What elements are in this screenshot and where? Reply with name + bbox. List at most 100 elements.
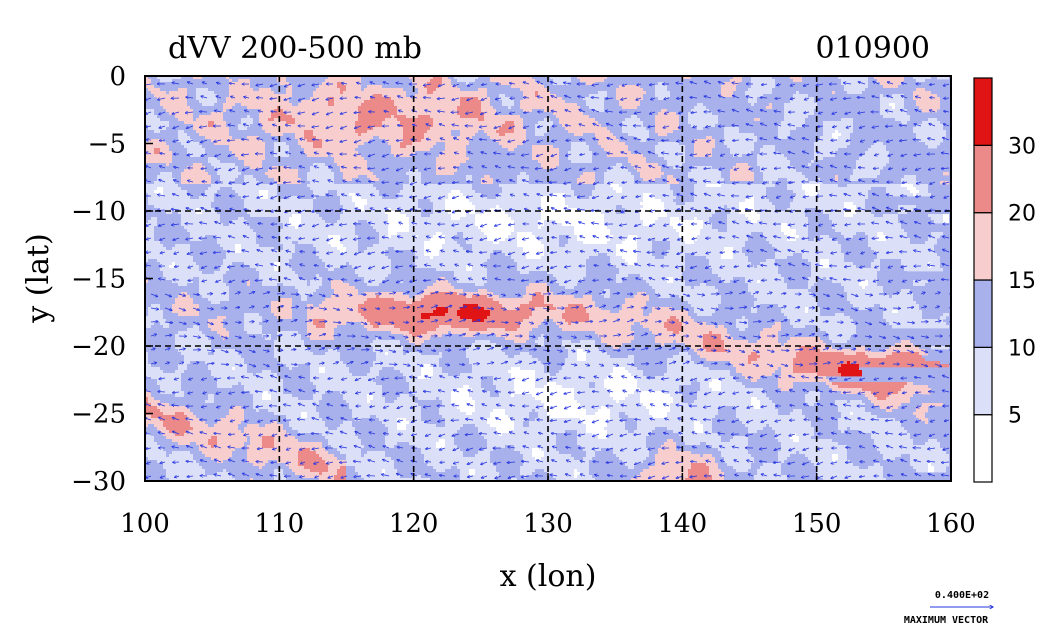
field-cell — [298, 364, 310, 368]
field-cell — [316, 136, 373, 140]
field-cell — [514, 340, 526, 344]
wind-vector — [354, 154, 362, 156]
field-cell — [445, 238, 454, 242]
field-cell — [391, 145, 400, 149]
wind-vector — [579, 222, 586, 225]
field-cell — [370, 178, 379, 182]
field-cell — [157, 175, 172, 179]
field-cell — [202, 451, 232, 455]
field-cell — [388, 352, 403, 356]
field-cell — [439, 358, 469, 362]
field-cell — [442, 232, 457, 236]
field-cell — [589, 382, 595, 386]
field-cell — [586, 274, 616, 278]
field-cell — [490, 457, 523, 461]
field-cell — [274, 346, 307, 350]
field-cell — [622, 205, 643, 209]
wind-vector — [370, 82, 376, 84]
field-cell — [658, 451, 691, 455]
field-cell — [358, 175, 367, 179]
field-cell — [586, 355, 610, 359]
wind-vector — [538, 208, 544, 210]
field-cell — [436, 160, 466, 164]
wind-vector — [622, 182, 628, 183]
field-cell — [586, 358, 634, 362]
field-cell — [367, 166, 436, 170]
field-cell — [313, 196, 316, 200]
field-cell — [220, 217, 238, 221]
field-cell — [151, 433, 163, 437]
field-cell — [868, 244, 934, 248]
wind-vector — [621, 196, 628, 198]
wind-vector — [385, 208, 390, 210]
field-cell — [409, 76, 433, 80]
field-cell — [841, 244, 868, 248]
field-cell — [730, 175, 754, 179]
field-cell — [154, 181, 175, 185]
field-cell — [628, 235, 637, 239]
field-cell — [220, 220, 232, 224]
field-cell — [193, 163, 202, 167]
field-cell — [805, 307, 808, 311]
field-cell — [721, 250, 733, 254]
field-cell — [883, 469, 916, 473]
field-cell — [415, 253, 424, 257]
field-cell — [298, 274, 316, 278]
field-cell — [712, 151, 730, 155]
field-cell — [280, 196, 289, 200]
field-cell — [226, 283, 247, 287]
field-cell — [361, 79, 412, 83]
field-cell — [694, 241, 745, 245]
field-cell — [928, 421, 943, 425]
wind-vector — [872, 126, 880, 128]
field-cell — [913, 343, 928, 347]
field-cell — [526, 418, 535, 422]
field-cell — [262, 370, 271, 374]
wind-vector — [521, 154, 530, 155]
field-cell — [820, 178, 835, 182]
wind-vector — [746, 139, 754, 140]
field-cell — [580, 280, 616, 284]
field-cell — [664, 205, 724, 209]
field-cell — [853, 319, 886, 323]
field-cell — [694, 427, 703, 431]
field-cell — [880, 106, 892, 110]
field-cell — [325, 367, 349, 371]
field-cell — [145, 154, 172, 158]
field-cell — [154, 109, 166, 113]
field-cell — [733, 466, 751, 470]
field-cell — [475, 190, 502, 194]
field-cell — [415, 265, 466, 269]
field-cell — [850, 133, 916, 137]
field-cell — [379, 325, 394, 329]
field-cell — [664, 343, 685, 347]
field-cell — [265, 151, 274, 155]
field-cell — [922, 313, 943, 317]
field-cell — [292, 94, 313, 98]
field-cell — [289, 259, 322, 263]
field-cell — [532, 394, 574, 398]
field-cell — [274, 148, 289, 152]
wind-vector — [622, 84, 628, 86]
field-cell — [241, 355, 274, 359]
field-cell — [202, 271, 214, 275]
field-cell — [205, 190, 217, 194]
field-cell — [880, 109, 907, 113]
field-cell — [559, 235, 568, 239]
wind-vector — [843, 83, 852, 84]
field-cell — [364, 301, 406, 305]
title-left: dVV 200-500 mb — [168, 31, 422, 66]
wind-vector — [860, 154, 866, 155]
field-cell — [901, 388, 931, 392]
field-cell — [643, 370, 667, 374]
field-cell — [421, 412, 439, 416]
field-cell — [868, 241, 910, 245]
field-cell — [445, 277, 454, 281]
field-cell — [646, 439, 667, 443]
field-cell — [214, 166, 238, 170]
field-cell — [700, 229, 718, 233]
wind-vector — [217, 83, 222, 84]
field-cell — [526, 292, 535, 296]
field-cell — [841, 79, 868, 83]
field-cell — [199, 142, 214, 146]
